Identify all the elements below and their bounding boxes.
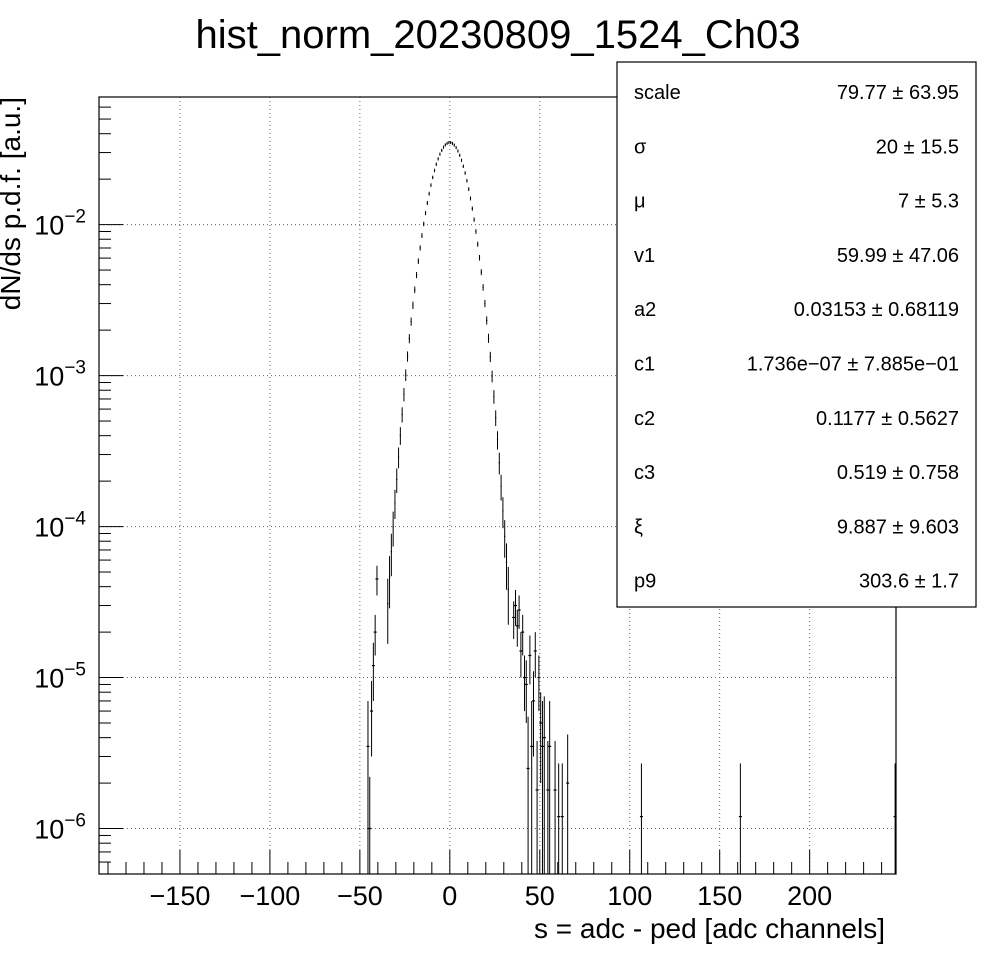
x-tick-label: −100 [240,881,301,911]
x-axis-title: s = adc - ped [adc channels] [534,913,885,944]
stats-param-name: c3 [634,462,655,484]
x-tick-label: −150 [150,881,211,911]
stats-param-value: 0.1177 ± 0.5627 [816,408,959,430]
stats-param-value: 0.519 ± 0.758 [837,462,959,484]
stats-param-value: 20 ± 15.5 [876,136,959,158]
x-tick-label: 0 [442,881,457,911]
stats-param-value: 9.887 ± 9.603 [837,516,959,538]
stats-param-name: ξ [634,516,643,538]
stats-param-name: scale [634,82,681,104]
stats-param-name: p9 [634,571,656,593]
stats-param-name: μ [634,191,646,213]
y-tick-label: 10−5 [34,660,86,694]
fit-stats-box: scale 79.77 ± 63.95 σ 20 ± 15.5 μ 7 ± 5.3 v1 59… [616,61,977,608]
y-tick-label: 10−4 [34,509,86,543]
tick-labels: −150 −100 −50 0 50 100 150 200 10−6 10−5 10−4 10−3 1… [34,207,832,911]
data-points [366,141,897,874]
stats-param-name: σ [634,136,647,158]
stats-param-value: 59.99 ± 47.06 [837,245,959,267]
x-tick-label: 150 [697,881,742,911]
stats-param-value: 79.77 ± 63.95 [837,82,959,104]
y-tick-label: 10−2 [34,207,86,241]
y-tick-label: 10−6 [34,811,86,845]
stats-param-value: 7 ± 5.3 [898,191,959,213]
stats-param-name: c2 [634,408,655,430]
stats-param-value: 1.736e−07 ± 7.885e−01 [747,354,959,376]
y-axis-title: dN/ds p.d.f. [a.u.] [0,97,26,310]
axis-ticks [99,106,883,874]
chart-title: hist_norm_20230809_1524_Ch03 [196,13,801,57]
y-tick-label: 10−3 [34,358,86,392]
stats-param-name: a2 [634,299,656,321]
stats-param-name: v1 [634,245,655,267]
x-tick-label: 50 [525,881,555,911]
x-tick-label: −50 [337,881,383,911]
stats-param-value: 303.6 ± 1.7 [859,571,959,593]
stats-param-value: 0.03153 ± 0.68119 [794,299,959,321]
stats-box-frame [616,61,977,608]
x-tick-label: 100 [607,881,652,911]
stats-param-name: c1 [634,354,655,376]
x-tick-label: 200 [787,881,832,911]
